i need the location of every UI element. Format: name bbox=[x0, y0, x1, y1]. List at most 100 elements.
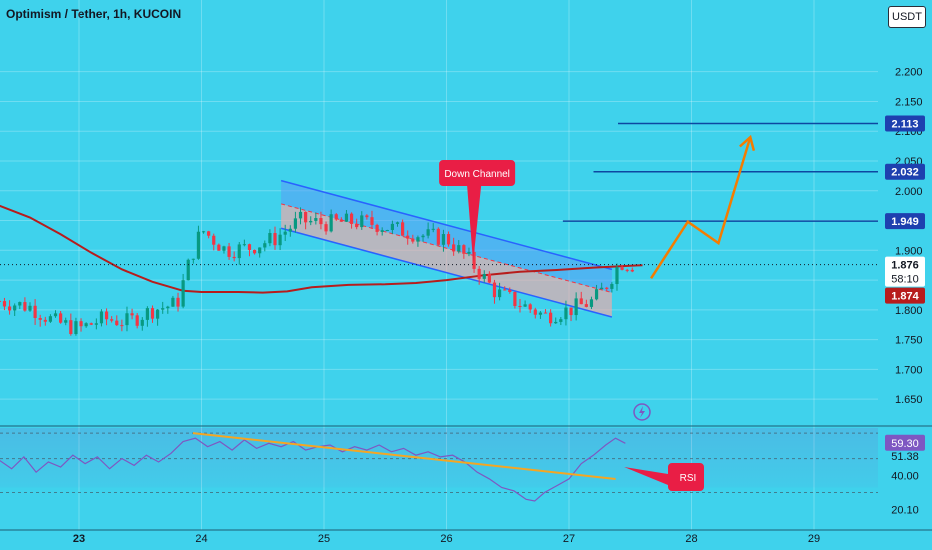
candle-body bbox=[156, 309, 160, 319]
candle-body bbox=[288, 228, 292, 232]
candle-body bbox=[610, 284, 614, 289]
time-tick-label: 28 bbox=[685, 533, 697, 545]
candle-body bbox=[53, 313, 58, 317]
candle-body bbox=[411, 238, 415, 242]
candle-body bbox=[207, 231, 211, 236]
currency-selector[interactable]: USDT bbox=[888, 6, 926, 28]
time-axis[interactable]: 23 24 25 26 27 28 29 bbox=[73, 533, 820, 545]
candle-body bbox=[355, 223, 359, 228]
candle-body bbox=[181, 280, 185, 307]
candle-body bbox=[344, 213, 349, 222]
time-tick-label: 27 bbox=[563, 533, 575, 545]
projection-arrowhead bbox=[739, 134, 756, 152]
candle-body bbox=[441, 234, 446, 245]
candle-body bbox=[380, 230, 384, 232]
candle-body bbox=[227, 246, 231, 257]
projection-arrow bbox=[650, 134, 756, 279]
candle-body bbox=[594, 289, 599, 300]
candle-body bbox=[252, 249, 257, 254]
candle-body bbox=[99, 311, 104, 324]
candle-body bbox=[23, 302, 27, 311]
candle-body bbox=[436, 228, 440, 245]
candle-body bbox=[145, 308, 149, 320]
candle-body bbox=[360, 215, 364, 228]
candle-body bbox=[115, 320, 119, 326]
candle-body bbox=[33, 305, 37, 319]
price-tag-countdown: 58:10 bbox=[891, 274, 919, 286]
price-tick-label: 2.150 bbox=[895, 96, 923, 108]
candle-body bbox=[513, 291, 517, 306]
price-tick-label: 1.800 bbox=[895, 305, 923, 317]
candle-body bbox=[630, 269, 634, 272]
time-tick-label: 29 bbox=[808, 533, 820, 545]
candle-body bbox=[477, 268, 481, 279]
candle-body bbox=[329, 214, 333, 232]
candle-body bbox=[150, 308, 155, 319]
channel-upper-fill bbox=[281, 180, 612, 293]
candle-body bbox=[538, 312, 543, 315]
candle-body bbox=[120, 325, 124, 327]
callout-shape bbox=[439, 160, 516, 263]
candle-body bbox=[487, 273, 491, 283]
candle-body bbox=[508, 289, 512, 292]
candle-body bbox=[600, 287, 604, 290]
price-axis[interactable]: 2.2002.1502.1002.0502.0001.9501.9001.850… bbox=[885, 67, 925, 517]
candle-body bbox=[324, 224, 328, 232]
candle-body bbox=[79, 321, 83, 327]
candle-body bbox=[375, 224, 379, 232]
candle-body bbox=[0, 300, 1, 302]
down-channel-callout: Down Channel bbox=[439, 160, 516, 263]
candle-body bbox=[304, 211, 308, 223]
candle-body bbox=[543, 312, 548, 314]
price-tag-target-2-bg bbox=[885, 163, 925, 180]
candle-body bbox=[554, 321, 558, 324]
candle-body bbox=[161, 308, 165, 310]
candle-body bbox=[94, 323, 98, 325]
candle-body bbox=[314, 218, 318, 221]
candle-body bbox=[130, 313, 134, 316]
candle-body bbox=[166, 306, 170, 309]
candle-body bbox=[559, 319, 563, 322]
candle-body bbox=[237, 244, 241, 259]
candle-body bbox=[278, 234, 282, 246]
channel-lower-fill bbox=[281, 203, 612, 317]
candle-body bbox=[431, 228, 435, 230]
candle-body bbox=[125, 313, 129, 326]
price-tag-target-1-bg bbox=[885, 213, 925, 230]
candle-body bbox=[625, 269, 629, 271]
rsi-tick-label: 40.00 bbox=[891, 471, 919, 483]
candle-body bbox=[503, 289, 507, 291]
candle-body bbox=[584, 304, 588, 307]
candle-body bbox=[38, 318, 42, 320]
time-tick-label: 25 bbox=[318, 533, 330, 545]
candle-body bbox=[497, 289, 502, 298]
last-price-bg bbox=[885, 256, 925, 287]
price-tag-ma: 1.874 bbox=[891, 291, 919, 303]
rsi-band bbox=[0, 428, 878, 488]
candle-body bbox=[334, 214, 338, 220]
candle-body bbox=[64, 320, 68, 323]
candle-body bbox=[293, 218, 298, 229]
candle-body bbox=[349, 213, 354, 224]
candle-body bbox=[298, 211, 303, 219]
candle-body bbox=[74, 321, 78, 335]
ma-line bbox=[0, 204, 643, 294]
rsi-tick-label: 51.38 bbox=[891, 451, 919, 463]
chart-title: Optimism / Tether, 1h, KUCOIN bbox=[6, 7, 182, 21]
candle-body bbox=[201, 231, 206, 233]
channel-lower-line bbox=[280, 227, 613, 318]
price-tag-target-2: 2.032 bbox=[891, 167, 919, 179]
price-tick-label: 2.200 bbox=[895, 67, 923, 79]
time-tick-label: 26 bbox=[440, 533, 452, 545]
price-tag-target-3-bg bbox=[885, 115, 925, 132]
candle-body bbox=[462, 245, 466, 254]
candle-body bbox=[457, 245, 461, 252]
candle-body bbox=[232, 256, 236, 259]
candle-body bbox=[523, 304, 527, 307]
candle-body bbox=[370, 217, 374, 225]
price-levels bbox=[0, 122, 878, 266]
candle-body bbox=[263, 243, 267, 248]
time-tick-label: 23 bbox=[73, 533, 85, 545]
price-tag-target-3: 2.113 bbox=[892, 118, 919, 130]
